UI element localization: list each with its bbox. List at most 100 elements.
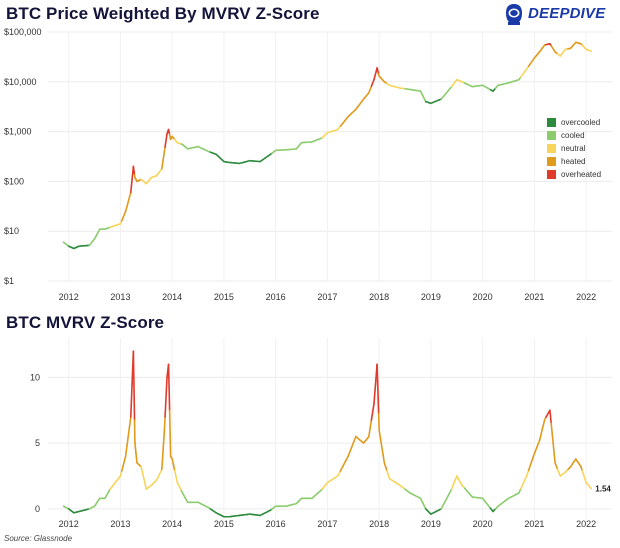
zscore-segment <box>140 465 144 474</box>
price-segment <box>130 178 133 187</box>
zscore-segment <box>349 445 353 453</box>
source-note: Source: Glassnode <box>4 534 73 543</box>
zscore-segment <box>440 503 445 510</box>
zscore-segment <box>353 435 357 443</box>
zscore-segment <box>169 432 172 458</box>
last-value-label: 1.54 <box>595 485 611 494</box>
zscore-segment <box>542 418 546 426</box>
zscore-segment <box>130 383 133 402</box>
zscore-segment <box>369 419 373 430</box>
legend-item-cooled: cooled <box>547 129 601 142</box>
top-x-tick-label: 2022 <box>576 292 596 302</box>
top-y-tick-label: $10,000 <box>4 77 37 87</box>
top-x-tick-label: 2014 <box>162 292 182 302</box>
price-segment <box>128 191 132 198</box>
zscore-segment <box>168 386 171 412</box>
legend-swatch <box>547 144 556 153</box>
bottom-x-tick-label: 2013 <box>110 519 130 529</box>
legend-label: heated <box>561 157 586 166</box>
top-x-tick-label: 2020 <box>473 292 493 302</box>
zscore-segment <box>336 470 342 477</box>
bottom-y-tick-label: 5 <box>35 438 40 448</box>
zscore-segment <box>134 442 137 449</box>
zscore-segment <box>165 376 168 392</box>
bottom-x-tick-label: 2015 <box>214 519 234 529</box>
top-x-tick-label: 2013 <box>110 292 130 302</box>
zscore-segment <box>531 452 536 461</box>
zscore-segment <box>378 429 382 440</box>
zscore-segment <box>538 434 542 442</box>
top-y-tick-label: $100 <box>4 176 24 186</box>
top-y-tick-label: $1 <box>4 276 14 286</box>
top-chart-title: BTC Price Weighted By MVRV Z-Score <box>6 4 320 23</box>
bottom-y-tick-label: 10 <box>30 372 40 382</box>
deepdive-logo: DEEPDIVE <box>502 3 614 27</box>
price-segment <box>131 172 134 181</box>
top-y-tick-label: $100,000 <box>4 27 42 37</box>
top-x-tick-label: 2021 <box>524 292 544 302</box>
zscore-segment <box>443 498 448 505</box>
legend-item-overcooled: overcooled <box>547 116 601 129</box>
zscore-segment <box>167 363 170 389</box>
zscore-segment <box>161 458 164 471</box>
zscore-segment <box>377 412 380 431</box>
zscore-segment <box>347 450 351 458</box>
legend-label: neutral <box>561 144 586 153</box>
zscore-segment <box>124 445 128 458</box>
zscore-segment <box>550 422 554 438</box>
zscore-segment <box>172 464 176 472</box>
zscore-segment <box>344 455 349 463</box>
bottom-x-tick-label: 2022 <box>576 519 596 529</box>
zscore-segment <box>162 439 165 451</box>
legend-label: overheated <box>561 170 602 179</box>
zscore-segment <box>379 437 383 448</box>
zscore-segment <box>171 458 175 466</box>
price-segment <box>126 201 130 208</box>
zscore-segment <box>380 445 384 456</box>
zscore-segment <box>551 435 555 451</box>
zscore-segment <box>164 402 167 418</box>
chart-legend: overcooled cooled neutral heated overhea… <box>547 116 601 181</box>
bottom-x-tick-label: 2014 <box>162 519 182 529</box>
zscore-segment <box>141 471 145 479</box>
top-x-tick-label: 2019 <box>421 292 441 302</box>
zscore-segment <box>129 399 133 418</box>
astronaut-helmet-icon <box>506 4 522 25</box>
legend-label: cooled <box>561 131 585 140</box>
legend-item-overheated: overheated <box>547 168 601 181</box>
zscore-segment <box>175 475 179 484</box>
legend-item-heated: heated <box>547 155 601 168</box>
top-y-tick-label: $1,000 <box>4 127 32 137</box>
top-x-tick-label: 2018 <box>369 292 389 302</box>
zscore-segment <box>370 411 374 421</box>
zscore-segment <box>374 373 378 385</box>
zscore-segment <box>525 469 530 477</box>
bottom-x-tick-label: 2012 <box>59 519 79 529</box>
zscore-segment <box>589 486 593 490</box>
zscore-segment <box>135 457 138 464</box>
zscore-segment <box>163 416 166 431</box>
zscore-segment <box>122 460 126 467</box>
zscore-segment <box>128 416 132 428</box>
zscore-segment <box>126 435 130 448</box>
zscore-segment <box>127 425 131 438</box>
price-segment <box>127 196 131 203</box>
zscore-segment <box>527 464 532 472</box>
zscore-segment <box>119 470 123 477</box>
zscore-segment <box>161 448 164 461</box>
legend-swatch <box>547 118 556 127</box>
zscore-segment <box>376 379 379 398</box>
price-segment <box>124 205 128 213</box>
zscore-segment <box>540 429 543 437</box>
zscore-segment <box>135 452 138 459</box>
zscore-segment <box>131 366 134 385</box>
zscore-segment <box>552 448 556 464</box>
bottom-x-tick-label: 2020 <box>473 519 493 529</box>
zscore-segment <box>368 427 371 438</box>
zscore-segment <box>339 465 344 472</box>
price-segment <box>589 49 593 53</box>
zscore-segment <box>342 460 347 467</box>
zscore-segment <box>123 455 127 463</box>
legend-item-neutral: neutral <box>547 142 601 155</box>
